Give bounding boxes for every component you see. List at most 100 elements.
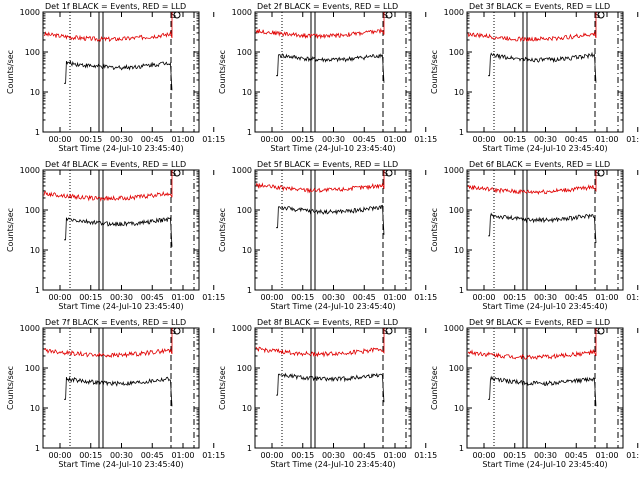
x-axis-label: Start Time (24-Jul-10 23:45:40) xyxy=(58,302,183,311)
y-tick-label: 100 xyxy=(449,206,464,215)
y-tick-label: 1000 xyxy=(20,166,40,175)
x-tick-label: 00:15 xyxy=(79,293,102,302)
saa-circle-icon xyxy=(597,327,605,335)
y-tick-label: 10 xyxy=(30,88,40,97)
y-tick-label: 1000 xyxy=(20,324,40,333)
x-tick-label: 00:45 xyxy=(353,135,376,144)
x-tick-label: 00:45 xyxy=(353,293,376,302)
panel-title: Det 2f BLACK = Events, RED = LLD xyxy=(257,2,398,11)
x-tick-label: 00:45 xyxy=(141,451,164,460)
x-tick-label: 00:00 xyxy=(48,451,71,460)
x-tick-label: 00:00 xyxy=(472,451,495,460)
y-axis-label: Counts/sec xyxy=(218,50,227,94)
x-axis-label: Start Time (24-Jul-10 23:45:40) xyxy=(482,302,607,311)
x-tick-label: 00:45 xyxy=(141,293,164,302)
events-series-line xyxy=(488,212,597,244)
events-series-line xyxy=(488,51,597,83)
x-tick-label: 01:15 xyxy=(626,135,640,144)
x-axis-label: Start Time (24-Jul-10 23:45:40) xyxy=(482,144,607,153)
lld-series-line xyxy=(467,328,597,360)
y-tick-label: 1 xyxy=(459,286,464,295)
saa-circle-icon xyxy=(385,11,393,19)
y-axis-label: Counts/sec xyxy=(430,208,439,252)
lld-series-line xyxy=(43,328,173,359)
y-tick-label: 100 xyxy=(237,48,252,57)
y-tick-label: 1000 xyxy=(444,166,464,175)
x-tick-label: 01:15 xyxy=(626,451,640,460)
x-tick-label: 01:15 xyxy=(414,451,437,460)
x-tick-label: 01:00 xyxy=(171,293,194,302)
y-tick-label: 1 xyxy=(459,128,464,137)
y-tick-label: 10 xyxy=(242,404,252,413)
x-tick-label: 00:00 xyxy=(48,293,71,302)
x-tick-label: 00:15 xyxy=(79,135,102,144)
x-tick-label: 00:30 xyxy=(534,135,557,144)
lld-series-line xyxy=(255,328,385,358)
detector-panel: Det 4f BLACK = Events, RED = LLD 1 10 100 10… xyxy=(6,160,225,311)
saa-circle-icon xyxy=(597,11,605,19)
x-tick-label: 01:00 xyxy=(595,135,618,144)
x-tick-label: 00:00 xyxy=(472,293,495,302)
panel-title: Det 5f BLACK = Events, RED = LLD xyxy=(257,160,398,169)
detector-panel: Det 7f BLACK = Events, RED = LLD 1 10 100 10… xyxy=(6,318,225,469)
lld-series-line xyxy=(43,170,173,202)
x-tick-label: 01:00 xyxy=(595,451,618,460)
y-tick-label: 10 xyxy=(242,88,252,97)
x-tick-label: 00:15 xyxy=(291,135,314,144)
y-tick-label: 100 xyxy=(449,48,464,57)
x-tick-label: 01:00 xyxy=(595,293,618,302)
panel-title: Det 3f BLACK = Events, RED = LLD xyxy=(469,2,610,11)
x-tick-label: 00:30 xyxy=(534,293,557,302)
y-tick-label: 100 xyxy=(25,364,40,373)
x-tick-label: 00:15 xyxy=(79,451,102,460)
x-tick-label: 01:00 xyxy=(171,135,194,144)
x-tick-label: 00:15 xyxy=(503,451,526,460)
y-tick-label: 10 xyxy=(454,246,464,255)
x-tick-label: 00:15 xyxy=(503,293,526,302)
x-tick-label: 00:30 xyxy=(534,451,557,460)
plot-frame xyxy=(254,327,412,449)
x-axis-label: Start Time (24-Jul-10 23:45:40) xyxy=(58,144,183,153)
events-series-line xyxy=(276,53,385,83)
saa-circle-icon xyxy=(597,169,605,177)
x-axis-label: Start Time (24-Jul-10 23:45:40) xyxy=(482,460,607,469)
x-axis-label: Start Time (24-Jul-10 23:45:40) xyxy=(270,460,395,469)
events-series-line xyxy=(276,372,385,403)
panel-title: Det 8f BLACK = Events, RED = LLD xyxy=(257,318,398,327)
saa-circle-icon xyxy=(385,327,393,335)
detector-panel: Det 3f BLACK = Events, RED = LLD 1 10 100 10… xyxy=(430,2,640,153)
y-tick-label: 1000 xyxy=(232,324,252,333)
x-tick-label: 00:15 xyxy=(503,135,526,144)
x-tick-label: 00:30 xyxy=(110,135,133,144)
x-tick-label: 01:15 xyxy=(414,293,437,302)
detector-panel: Det 6f BLACK = Events, RED = LLD 1 10 100 10… xyxy=(430,160,640,311)
x-tick-label: 00:00 xyxy=(48,135,71,144)
x-tick-label: 01:15 xyxy=(414,135,437,144)
panel-title: Det 9f BLACK = Events, RED = LLD xyxy=(469,318,610,327)
y-tick-label: 100 xyxy=(237,364,252,373)
x-tick-label: 01:00 xyxy=(171,451,194,460)
x-tick-label: 00:45 xyxy=(141,135,164,144)
plot-frame xyxy=(254,169,412,291)
y-tick-label: 100 xyxy=(449,364,464,373)
x-tick-label: 00:00 xyxy=(260,293,283,302)
y-axis-label: Counts/sec xyxy=(6,366,15,410)
y-tick-label: 1 xyxy=(459,444,464,453)
x-tick-label: 00:45 xyxy=(565,451,588,460)
panel-title: Det 4f BLACK = Events, RED = LLD xyxy=(45,160,186,169)
y-tick-label: 100 xyxy=(25,48,40,57)
plot-frame xyxy=(466,11,624,133)
detector-panel: Det 8f BLACK = Events, RED = LLD 1 10 100 10… xyxy=(218,318,437,469)
y-tick-label: 1000 xyxy=(444,8,464,17)
saa-circle-icon xyxy=(385,169,393,177)
x-tick-label: 00:30 xyxy=(322,293,345,302)
x-tick-label: 00:45 xyxy=(565,293,588,302)
y-tick-label: 10 xyxy=(30,246,40,255)
y-tick-label: 100 xyxy=(25,206,40,215)
y-tick-label: 1000 xyxy=(232,166,252,175)
x-tick-label: 01:00 xyxy=(383,293,406,302)
panel-title: Det 6f BLACK = Events, RED = LLD xyxy=(469,160,610,169)
x-tick-label: 00:30 xyxy=(110,451,133,460)
lld-series-line xyxy=(467,170,597,195)
x-tick-label: 00:45 xyxy=(565,135,588,144)
